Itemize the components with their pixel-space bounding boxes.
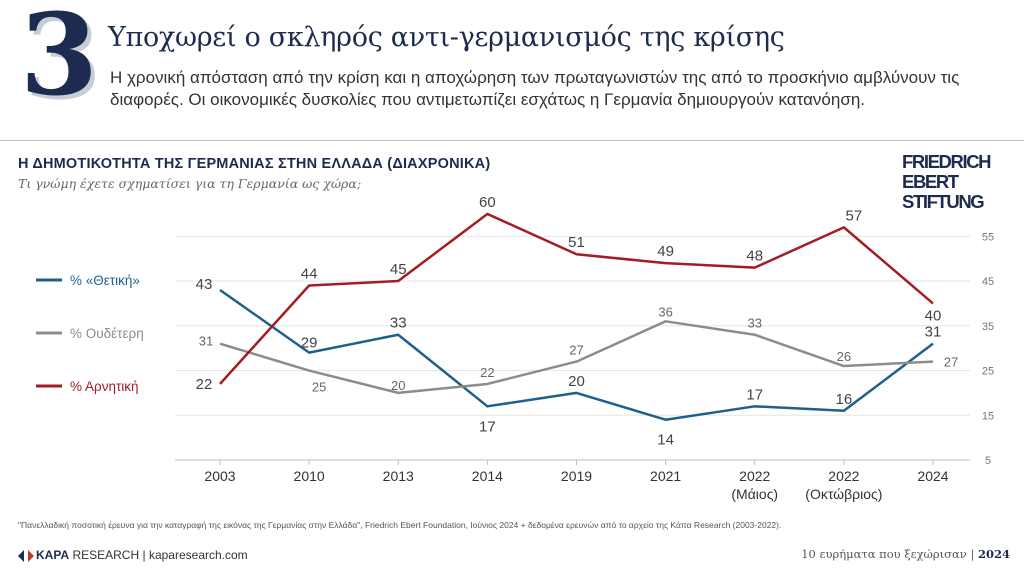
fes-logo: FRIEDRICH EBERT STIFTUNG [902, 152, 1007, 212]
data-label: 33 [390, 315, 407, 332]
legend-label: % «Θετική» [70, 273, 140, 288]
x-tick-label: 2021 [650, 468, 681, 484]
series-line [219, 320, 934, 395]
footer-series-label: 10 ευρήματα που ξεχώρισαν | 2024 [801, 547, 1010, 561]
x-tick-label: 2010 [294, 468, 325, 484]
x-tick-label: 2003 [204, 468, 235, 484]
data-label: 36 [658, 304, 672, 319]
data-label: 45 [390, 261, 407, 278]
data-label: 17 [479, 418, 496, 435]
legend-label: % Ουδέτερη [70, 326, 144, 341]
data-label: 43 [196, 276, 213, 293]
data-label: 26 [837, 349, 851, 364]
divider [0, 140, 1024, 141]
chart-series: 43 29 33 17 20 14 17 16 31 31 25 20 22 27 36 33 26 27 22 44… [196, 194, 959, 449]
kapa-logo-icon-accent [28, 549, 34, 562]
kapa-logo-icon [18, 549, 24, 562]
data-label: 14 [657, 432, 674, 449]
data-label: 33 [748, 316, 762, 331]
x-tick-label: 2022 [828, 468, 859, 484]
series-line [219, 212, 934, 385]
x-tick-label: 2022 [739, 468, 770, 484]
chart-title: Η ΔΗΜΟΤΙΚΟΤΗΤΑ ΤΗΣ ΓΕΡΜΑΝΙΑΣ ΣΤΗΝ ΕΛΛΑΔΑ… [18, 156, 491, 172]
website-link[interactable]: kaparesearch.com [148, 548, 248, 562]
data-label: 27 [944, 355, 958, 370]
data-label: 49 [657, 243, 674, 260]
footer-separator: | [142, 548, 146, 562]
y-tick-label: 15 [982, 410, 994, 422]
y-tick-label: 35 [982, 321, 994, 333]
chart-subtitle: Τι γνώμη έχετε σχηματίσει για τη Γερμανί… [18, 176, 362, 191]
data-label: 25 [312, 380, 326, 395]
brand-bold: KAPA [36, 548, 70, 562]
data-label: 31 [199, 334, 213, 349]
data-label: 60 [479, 194, 496, 211]
y-tick-label: 5 [985, 455, 991, 467]
footer-series-separator: | [970, 547, 975, 561]
x-tick-label: (Μάιος) [731, 486, 778, 502]
data-label: 22 [480, 365, 494, 380]
data-label: 29 [301, 335, 318, 352]
data-label: 27 [569, 343, 583, 358]
series-line [219, 288, 934, 421]
x-tick-label: (Οκτώβριος) [805, 486, 882, 502]
y-tick-label: 25 [982, 366, 994, 378]
kapa-research-logo: KAPA RESEARCH | kaparesearch.com [18, 548, 248, 562]
footnote: "Πανελλαδική ποσοτική έρευνα για την κατ… [18, 520, 782, 530]
x-tick-label: 2024 [917, 468, 948, 484]
data-label: 57 [846, 207, 863, 224]
page-title: Υποχωρεί ο σκληρός αντι-γερμανισμός της … [108, 22, 785, 53]
brand-rest: RESEARCH [69, 548, 140, 562]
data-label: 17 [746, 386, 763, 403]
footer-series-text: 10 ευρήματα που ξεχώρισαν [801, 547, 967, 561]
chart-legend: % «Θετική» % Ουδέτερη % Αρνητική [36, 273, 144, 394]
data-label: 16 [836, 391, 853, 408]
section-number: 3 [20, 0, 98, 121]
y-tick-label: 45 [982, 276, 994, 288]
y-tick-label: 55 [982, 231, 994, 243]
page-subtitle: Η χρονική απόσταση από την κρίση και η α… [110, 68, 960, 109]
data-label: 20 [568, 373, 585, 390]
legend-label: % Αρνητική [70, 379, 139, 394]
x-tick-label: 2013 [383, 468, 414, 484]
fes-logo-line2: EBERT [902, 171, 959, 192]
data-label: 48 [746, 248, 763, 265]
chart-grid [175, 235, 970, 416]
data-label: 31 [925, 324, 942, 341]
fes-logo-line1: FRIEDRICH [902, 151, 992, 172]
data-label: 44 [301, 266, 318, 283]
data-label: 20 [391, 378, 405, 393]
fes-logo-line3: STIFTUNG [902, 191, 985, 212]
data-label: 40 [925, 307, 942, 324]
data-label: 22 [196, 376, 213, 393]
x-tick-label: 2014 [472, 468, 503, 484]
footer-year: 2024 [977, 547, 1010, 561]
x-tick-label: 2019 [561, 468, 592, 484]
data-label: 51 [568, 234, 585, 251]
